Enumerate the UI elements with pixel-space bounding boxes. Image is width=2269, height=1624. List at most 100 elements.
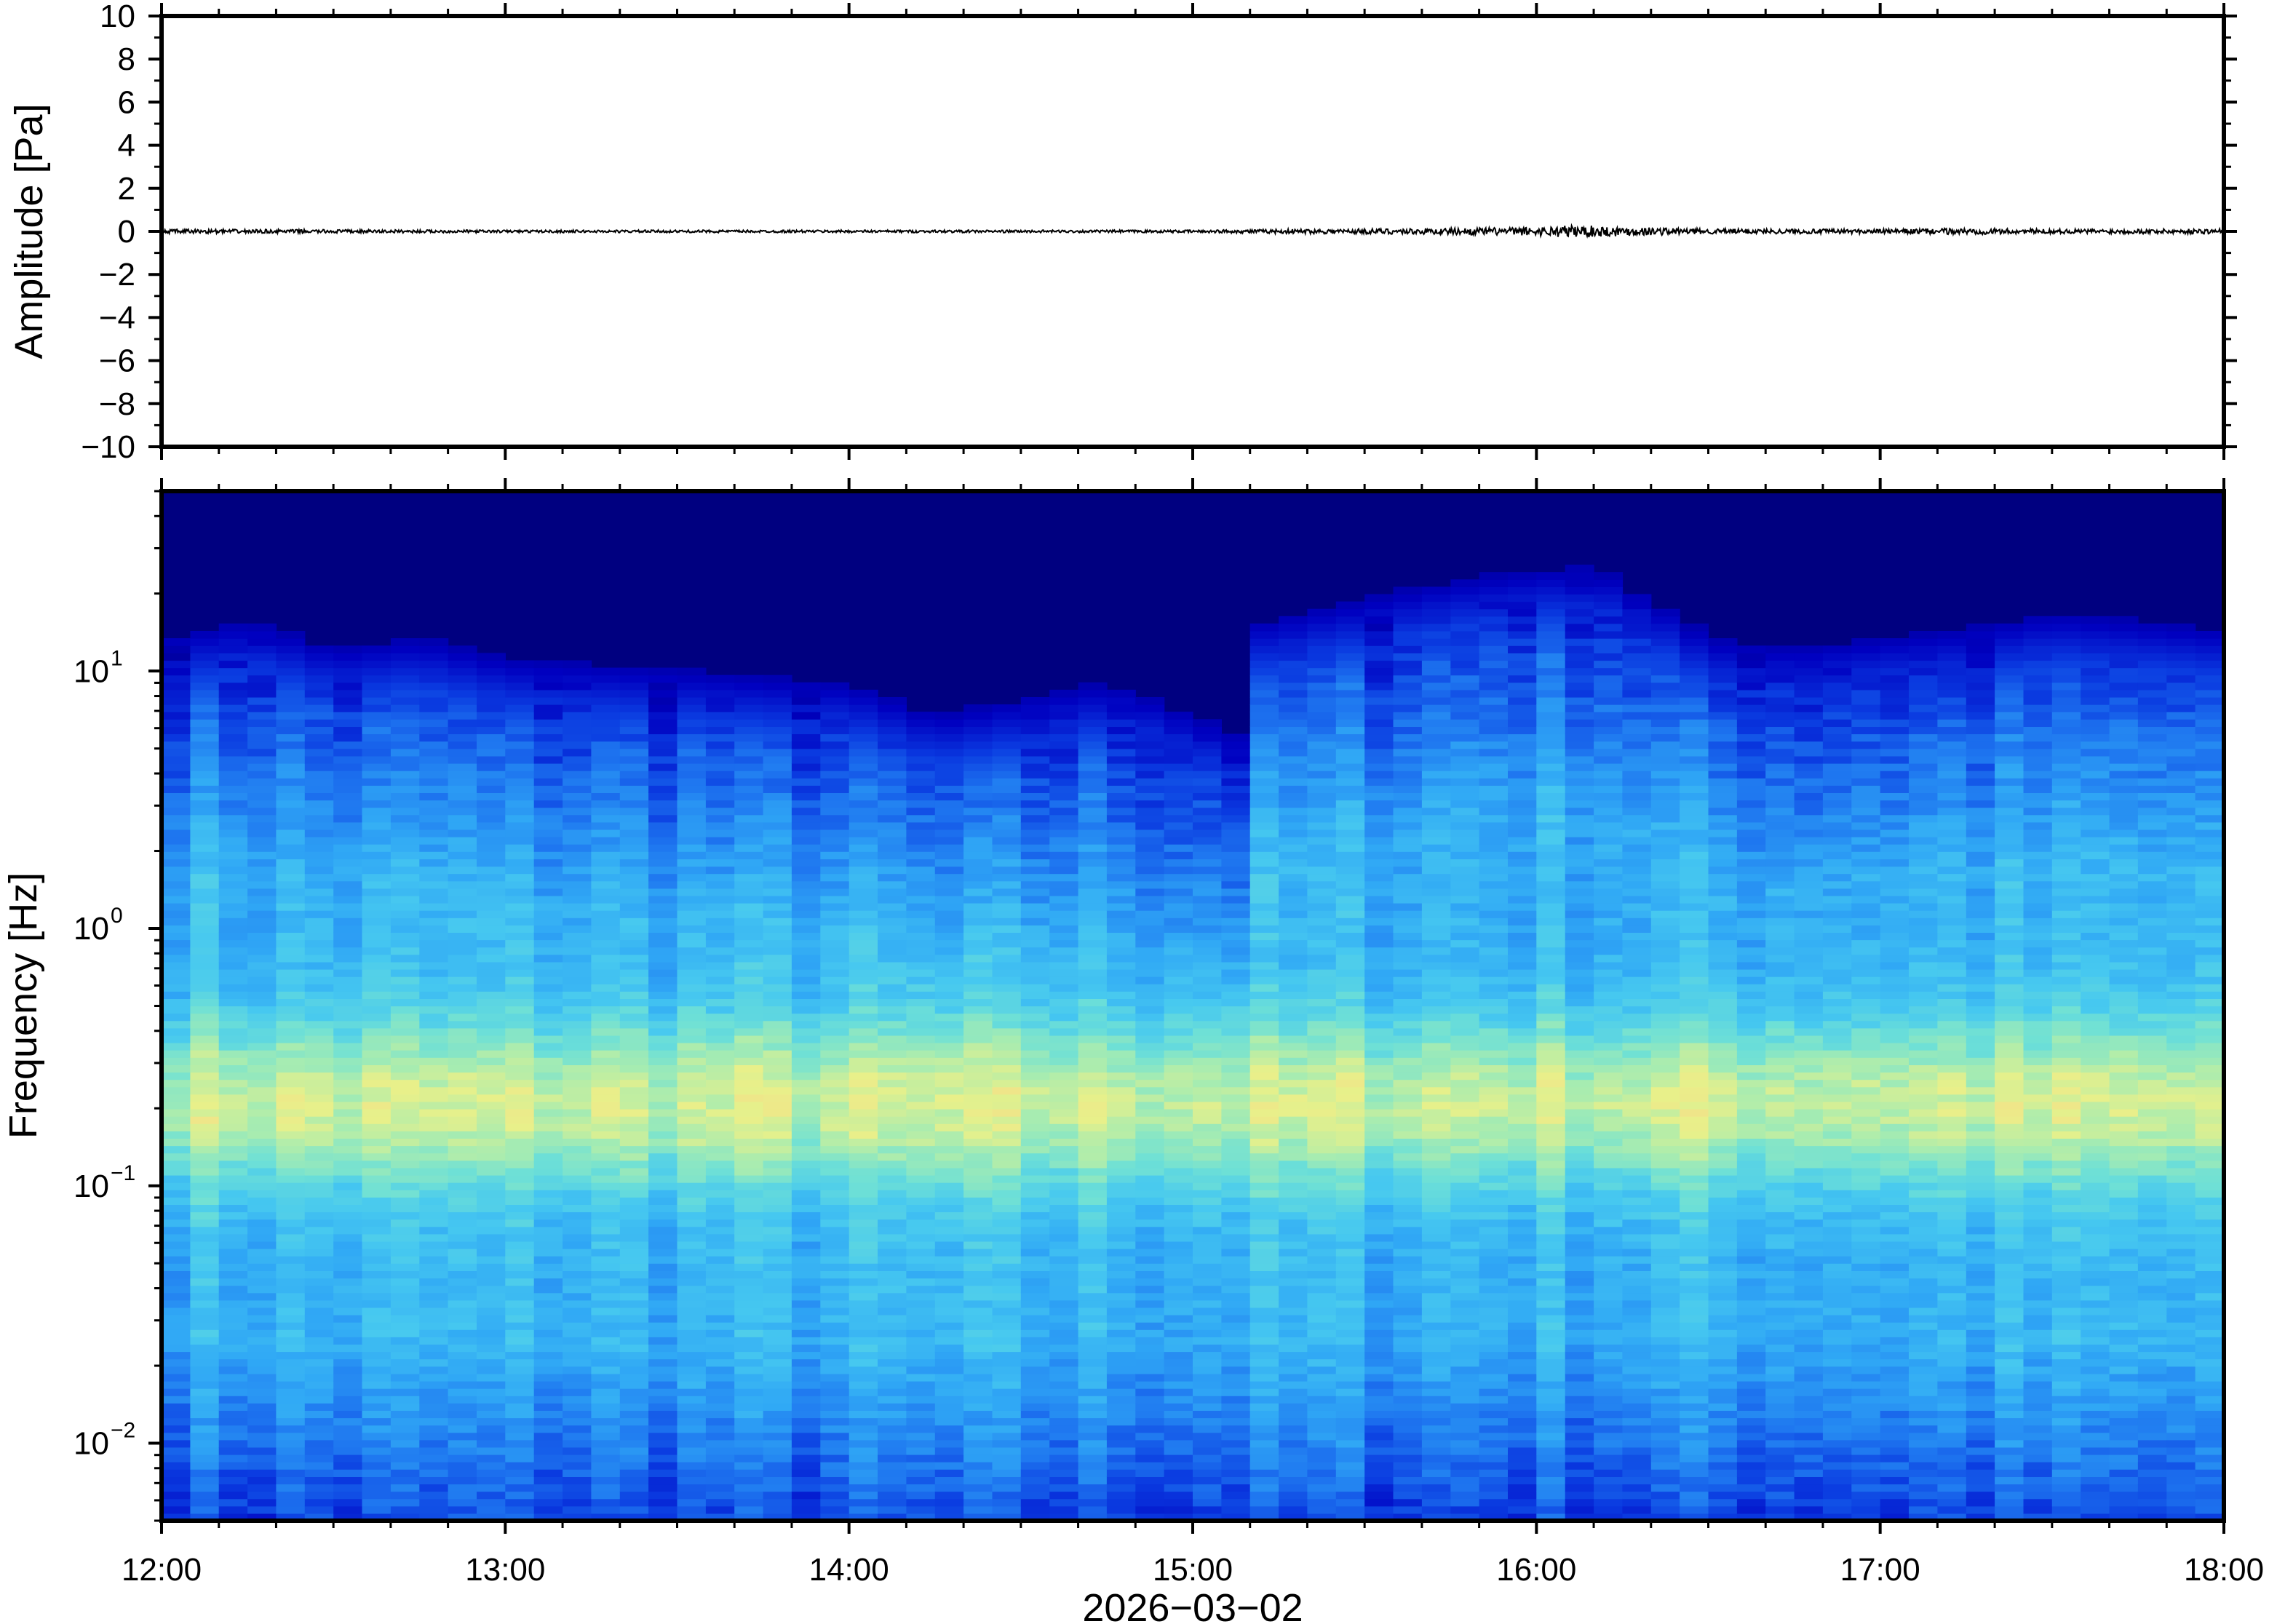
spectrogram-cell [820,1043,850,1051]
spectrogram-cell [763,689,792,698]
spectrogram-cell [333,918,363,926]
spectrogram-cell [1307,1351,1337,1360]
spectrogram-cell [362,667,392,676]
spectrogram-cell [477,1505,506,1514]
spectrogram-cell [791,821,821,830]
spectrogram-cell [619,1462,649,1470]
spectrogram-cell [362,1462,392,1470]
spectrogram-cell [648,1064,678,1073]
spectrogram-cell [1078,733,1108,742]
spectrogram-cell [878,969,907,977]
spectrogram-cell [1164,1109,1193,1117]
spectrogram-cell [677,1249,707,1257]
spectrogram-cell [1335,1197,1365,1205]
spectrogram-cell [734,1462,764,1470]
spectrogram-cell [304,1204,334,1213]
spectrogram-cell [906,1410,936,1419]
spectrogram-cell [1020,837,1050,845]
spectrogram-cell [1335,1204,1365,1213]
spectrogram-cell [1193,748,1222,757]
spectrogram-cell [878,866,907,875]
spectrogram-cell [448,1439,477,1448]
spectrogram-cell [1078,1006,1108,1014]
spectrogram-cell [591,719,621,727]
spectrogram-cell [276,1197,306,1205]
spectrogram-cell [218,697,248,705]
spectrogram-cell [448,1197,477,1205]
spectrogram-cell [849,1299,878,1308]
spectrogram-cell [419,837,449,845]
spectrogram-cell [390,1027,420,1036]
spectrogram-cell [247,1020,277,1029]
spectrogram-cell [934,719,964,727]
spectrogram-cell [791,925,821,933]
spectrogram-cell [878,1013,907,1022]
spectrogram-cell [992,1513,1022,1521]
spectrogram-cell [563,873,592,882]
spectrogram-cell [1221,1006,1251,1014]
spectrogram-cell [247,1197,277,1205]
spectrogram-cell [734,947,764,955]
spectrogram-cell [419,1513,449,1521]
spectrogram-cell [1307,1256,1337,1264]
spectrogram-cell [448,1109,477,1117]
spectrogram-cell [992,1109,1022,1117]
spectrogram-cell [1307,1153,1337,1161]
spectrogram-cell [734,1410,764,1419]
spectrogram-cell [276,851,306,859]
spectrogram-cell [477,748,506,757]
spectrogram-cell [1193,719,1222,727]
spectrogram-cell [1193,1315,1222,1323]
spectrogram-cell [1193,814,1222,823]
spectrogram-cell [1193,1410,1222,1419]
spectrogram-cell [1049,1315,1079,1323]
spectrogram-cell [705,1153,735,1161]
spectrogram-cell [1221,1263,1251,1271]
spectrogram-cell [791,1219,821,1227]
spectrogram-cell [648,689,678,698]
spectrogram-cell [162,667,191,676]
spectrogram-cell [1221,880,1251,889]
spectrogram-cell [619,895,649,904]
spectrogram-cell [1279,1462,1308,1470]
spectrogram-cell [505,1204,535,1213]
spectrogram-cell [906,1425,936,1433]
spectrogram-cell [763,1388,792,1396]
spectrogram-cell [533,1116,563,1124]
spectrogram-cell [1279,792,1308,801]
spectrogram-cell [1279,1079,1308,1088]
spectrogram-cell [362,821,392,830]
spectrogram-cell [419,1145,449,1154]
spectrogram-cell [218,733,248,742]
spectrogram-cell [162,1079,191,1088]
spectrogram-cell [648,1072,678,1080]
spectrogram-cell [677,903,707,911]
spectrogram-cell [591,910,621,918]
spectrogram-cell [533,976,563,984]
spectrogram-cell [591,1373,621,1382]
spectrogram-cell [1135,1109,1165,1117]
spectrogram-cell [333,1233,363,1242]
spectrogram-cell [1193,1469,1222,1477]
spectrogram-cell [906,1322,936,1330]
spectrogram-cell [477,1307,506,1315]
spectrogram-cell [791,1373,821,1382]
spectrogram-cell [1364,771,1394,779]
spectrogram-cell [763,1138,792,1147]
spectrogram-cell [533,844,563,852]
spectrogram-cell [1364,1469,1394,1477]
spectrogram-cell [218,1101,248,1110]
spectrogram-cell [1279,1425,1308,1433]
spectrogram-cell [477,792,506,801]
spectrogram-cell [276,947,306,955]
spectrogram-cell [247,660,277,669]
spectrogram-cell [1135,778,1165,786]
spectrogram-cell [677,733,707,742]
spectrogram-cell [1164,1439,1193,1448]
spectrogram-cell [934,1050,964,1058]
spectrogram-cell [1135,998,1165,1007]
spectrogram-cell [878,778,907,786]
spectrogram-cell [591,866,621,875]
spectrogram-cell [362,910,392,918]
spectrogram-cell [1335,719,1365,727]
